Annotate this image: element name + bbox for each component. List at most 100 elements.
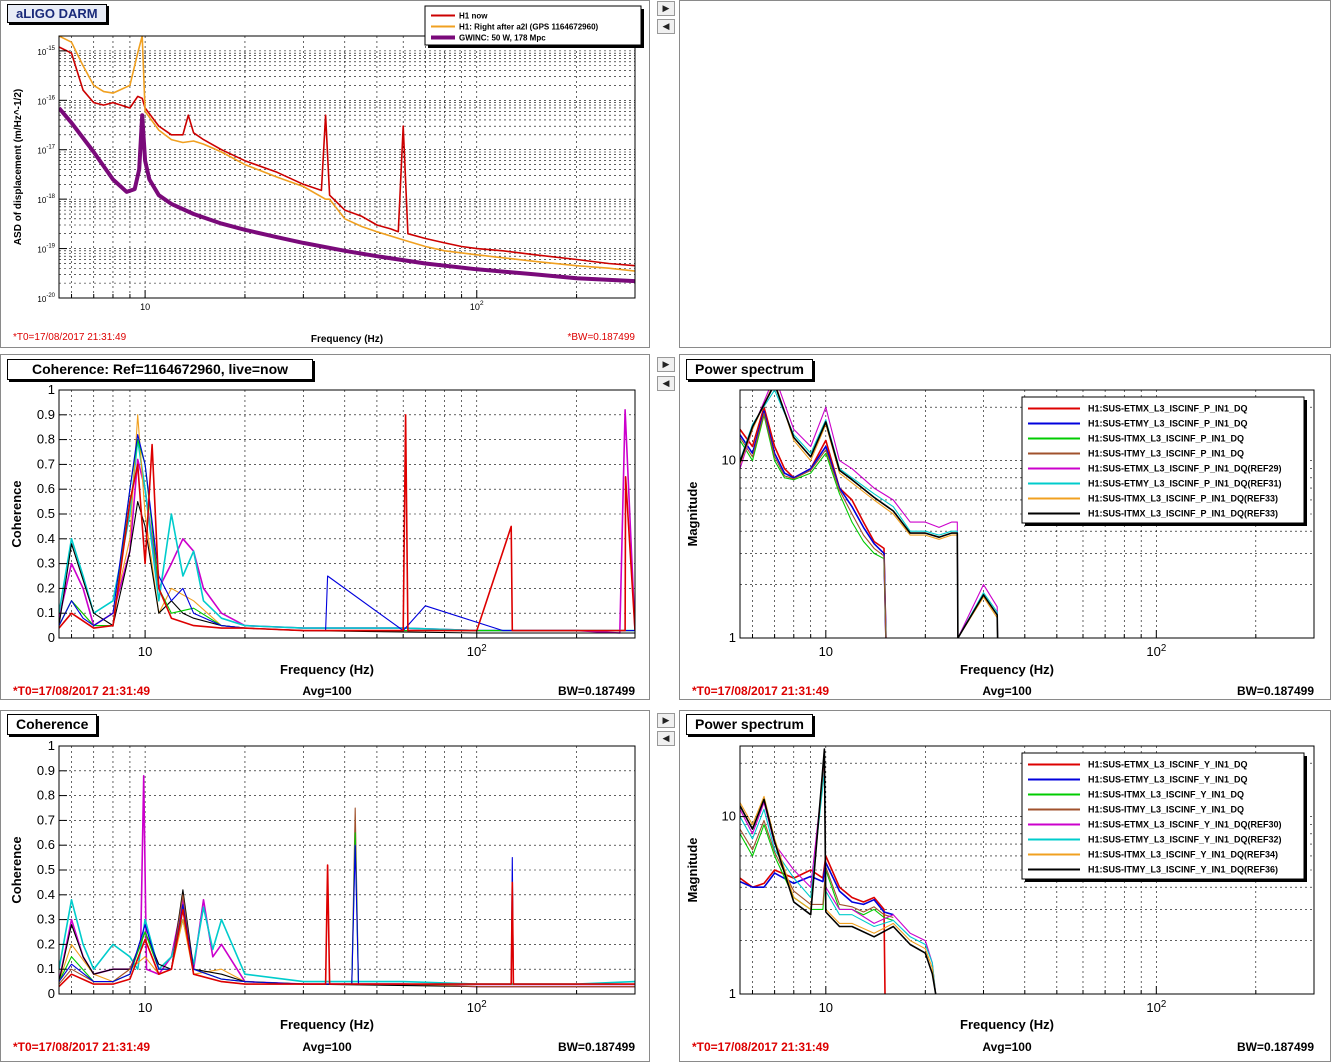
tick-label: 1 <box>48 382 55 397</box>
prev-page-button[interactable]: ◀ <box>657 376 675 391</box>
footer-t0: *T0=17/08/2017 21:31:49 <box>13 684 150 698</box>
prev-page-button[interactable]: ◀ <box>657 19 675 34</box>
pad-power-spectrum-pitch[interactable]: 10 102 1 10 Frequency (Hz) Magnitude *T0=17/08… <box>679 354 1331 700</box>
pad-coherence-pitch[interactable]: 10 102 0 0.1 0.2 0.3 0.4 0.5 0.6 0.7 0.8 0.9 1 Freque… <box>0 354 650 700</box>
series-group <box>59 36 635 284</box>
plot-frame <box>739 745 1315 995</box>
tick-label: 10 <box>722 453 736 468</box>
footer-t0: *T0=17/08/2017 21:31:49 <box>692 684 829 698</box>
series-line <box>740 390 999 638</box>
tick-label: 10 <box>138 644 152 659</box>
y-axis: 1 10 <box>722 453 748 645</box>
footer-avg: Avg=100 <box>982 684 1032 698</box>
power-spectrum-yaw-plot[interactable]: 10 102 1 10 Frequency (Hz) Magnitude *T0=17/08… <box>680 711 1331 1062</box>
tick-label: 102 <box>470 300 484 312</box>
pad-power-spectrum-yaw[interactable]: 10 102 1 10 Frequency (Hz) Magnitude *T0=17/08… <box>679 710 1331 1062</box>
footer-avg: Avg=100 <box>302 1040 352 1054</box>
legend-label: H1:SUS-ITMY_L3_ISCINF_P_IN1_DQ <box>1088 449 1244 459</box>
pad-title: Power spectrum <box>686 714 813 735</box>
pad-empty[interactable] <box>679 0 1331 348</box>
y-axis-label: Coherence <box>9 836 24 903</box>
legend-label: H1:SUS-ITMY_L3_ISCINF_Y_IN1_DQ <box>1088 805 1244 815</box>
tick-label: 102 <box>467 999 487 1015</box>
plot-frame <box>58 35 636 299</box>
legend-label: H1:SUS-ETMX_L3_ISCINF_P_IN1_DQ(REF29) <box>1088 464 1282 474</box>
tick-label: 0.4 <box>37 887 55 902</box>
tick-label: 0.9 <box>37 763 55 778</box>
series-line <box>740 755 937 994</box>
footer-bw: *BW=0.187499 <box>567 332 635 343</box>
legend-label: H1:SUS-ETMY_L3_ISCINF_P_IN1_DQ <box>1088 419 1248 429</box>
y-axis-label: Magnitude <box>685 482 700 547</box>
y-axis-label: ASD of displacement (m/Hz^-1/2) <box>13 89 24 245</box>
x-axis: 10 102 <box>71 986 578 1015</box>
legend-label: H1 now <box>459 12 488 21</box>
legend: H1:SUS-ETMX_L3_ISCINF_P_IN1_DQ H1:SUS-ETM… <box>1021 396 1307 526</box>
footer-avg: Avg=100 <box>982 1040 1032 1054</box>
tick-label: 0.4 <box>37 531 55 546</box>
legend-label: GWINC: 50 W, 178 Mpc <box>459 34 546 43</box>
series-group <box>59 775 635 988</box>
y-axis-label: Coherence <box>9 480 24 547</box>
series-line <box>59 36 635 272</box>
tick-label: 0.7 <box>37 812 55 827</box>
series-line <box>740 410 887 638</box>
tick-label: 0.2 <box>37 580 55 595</box>
y-axis: 1 10 <box>722 809 748 1001</box>
next-page-button[interactable]: ▶ <box>657 713 675 728</box>
pad-coherence-yaw[interactable]: 10 102 0 0.1 0.2 0.3 0.4 0.5 0.6 0.7 0.8 0.9 1 Freque… <box>0 710 650 1062</box>
series-group <box>740 748 937 994</box>
series-group <box>740 390 999 638</box>
legend-label: H1:SUS-ETMY_L3_ISCINF_Y_IN1_DQ <box>1088 775 1248 785</box>
legend-label: H1:SUS-ITMX_L3_ISCINF_Y_IN1_DQ <box>1088 790 1244 800</box>
tick-label: 10 <box>138 1000 152 1015</box>
power-spectrum-pitch-plot[interactable]: 10 102 1 10 Frequency (Hz) Magnitude *T0=17/08… <box>680 355 1331 700</box>
next-page-button[interactable]: ▶ <box>657 357 675 372</box>
footer-bw: BW=0.187499 <box>558 684 635 698</box>
tick-label: 102 <box>1146 999 1166 1015</box>
darm-plot[interactable]: 10 102 10-15 10-16 10-17 10-18 10-19 10-20 Frequ… <box>1 1 650 348</box>
legend-label: H1:SUS-ETMX_L3_ISCINF_Y_IN1_DQ(REF30) <box>1088 820 1282 830</box>
next-page-button[interactable]: ▶ <box>657 1 675 16</box>
x-axis: 10 102 <box>751 630 1257 659</box>
legend-label: H1:SUS-ETMX_L3_ISCINF_P_IN1_DQ <box>1088 404 1248 414</box>
tick-label: 0.1 <box>37 605 55 620</box>
pad-title: Coherence <box>7 714 98 735</box>
tick-label: 0.8 <box>37 432 55 447</box>
x-axis-label: Frequency (Hz) <box>280 1017 374 1032</box>
series-line <box>59 106 635 284</box>
plot-frame <box>739 389 1315 639</box>
footer-avg: Avg=100 <box>302 684 352 698</box>
tick-label: 0.5 <box>37 862 55 877</box>
tick-label: 102 <box>1146 643 1166 659</box>
tick-label: 0.3 <box>37 912 55 927</box>
series-line <box>740 770 937 994</box>
coherence-pitch-plot[interactable]: 10 102 0 0.1 0.2 0.3 0.4 0.5 0.6 0.7 0.8 0.9 1 Freque… <box>1 355 650 700</box>
tick-label: 10-18 <box>37 194 55 205</box>
tick-label: 0.6 <box>37 837 55 852</box>
series-line <box>740 412 887 638</box>
footer-t0: *T0=17/08/2017 21:31:49 <box>692 1040 829 1054</box>
tick-label: 0.9 <box>37 407 55 422</box>
pad-title: Power spectrum <box>686 359 813 380</box>
pad-title: Coherence: Ref=1164672960, live=now <box>7 359 314 380</box>
legend: H1:SUS-ETMX_L3_ISCINF_Y_IN1_DQ H1:SUS-ETM… <box>1021 752 1307 882</box>
series-line <box>740 762 937 994</box>
tick-label: 10-16 <box>37 95 55 106</box>
tick-label: 0.8 <box>37 788 55 803</box>
footer-bw: BW=0.187499 <box>558 1040 635 1054</box>
tick-label: 0.3 <box>37 556 55 571</box>
series-line <box>59 438 635 632</box>
series-line <box>740 390 999 638</box>
x-axis-label: Frequency (Hz) <box>960 662 1054 677</box>
pad-darm[interactable]: 10 102 10-15 10-16 10-17 10-18 10-19 10-20 Frequ… <box>0 0 650 348</box>
coherence-yaw-plot[interactable]: 10 102 0 0.1 0.2 0.3 0.4 0.5 0.6 0.7 0.8 0.9 1 Freque… <box>1 711 650 1062</box>
series-line <box>740 861 894 916</box>
prev-page-button[interactable]: ◀ <box>657 731 675 746</box>
empty-plot[interactable] <box>680 1 1331 348</box>
tick-label: 0 <box>48 986 55 1001</box>
series-line <box>740 819 894 919</box>
x-axis-label: Frequency (Hz) <box>960 1017 1054 1032</box>
footer-bw: BW=0.187499 <box>1237 684 1314 698</box>
y-axis: 0 0.1 0.2 0.3 0.4 0.5 0.6 0.7 0.8 0.9 1 <box>37 738 67 1001</box>
